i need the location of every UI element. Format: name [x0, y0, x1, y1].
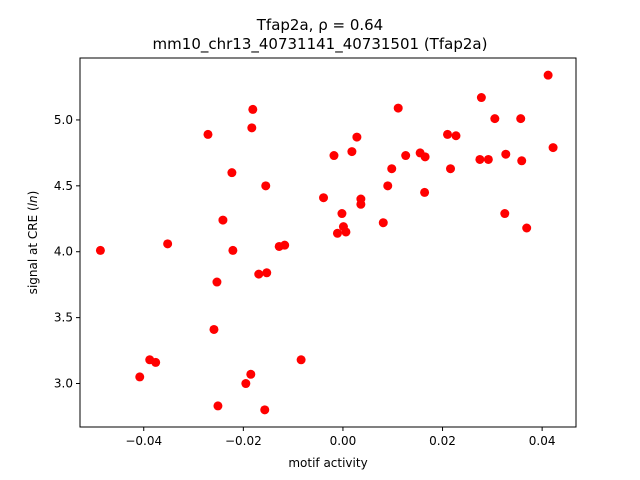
- data-point: [218, 215, 228, 225]
- x-tick-label: 0.02: [429, 434, 456, 448]
- data-point: [383, 181, 393, 191]
- data-point: [341, 227, 351, 237]
- data-point: [319, 193, 329, 203]
- title-line-2: mm10_chr13_40731141_40731501 (Tfap2a): [153, 35, 488, 54]
- data-point: [212, 277, 222, 287]
- data-point: [490, 114, 500, 124]
- data-points: [95, 70, 558, 415]
- data-point: [378, 218, 388, 228]
- data-point: [254, 269, 264, 279]
- data-point: [446, 164, 456, 174]
- data-point: [246, 369, 256, 379]
- data-point: [209, 324, 219, 334]
- x-axis-ticks: −0.04 −0.02 0.00 0.02 0.04: [125, 427, 555, 448]
- data-point: [548, 143, 558, 153]
- data-point: [516, 114, 526, 124]
- y-tick-label: 3.5: [54, 311, 73, 325]
- data-point: [227, 168, 237, 178]
- x-tick-label: 0.00: [330, 434, 357, 448]
- y-tick-label: 4.5: [54, 179, 73, 193]
- data-point: [95, 245, 105, 255]
- data-point: [420, 187, 430, 197]
- data-point: [451, 131, 461, 141]
- x-tick-label: 0.04: [529, 434, 556, 448]
- data-point: [483, 154, 493, 164]
- data-point: [475, 154, 485, 164]
- data-point: [347, 147, 357, 157]
- data-point: [517, 156, 527, 166]
- y-axis-label: signal at CRE (ln): [26, 191, 40, 295]
- data-point: [262, 268, 272, 278]
- data-point: [151, 357, 161, 367]
- y-axis-label-ln: ln: [26, 195, 40, 206]
- data-point: [501, 149, 511, 159]
- data-point: [393, 103, 403, 113]
- data-point: [356, 199, 366, 209]
- x-tick-label: −0.04: [125, 434, 162, 448]
- plot-frame: [79, 57, 577, 428]
- y-tick-label: 4.0: [54, 245, 73, 259]
- y-axis-ticks: 3.0 3.5 4.0 4.5 5.0: [54, 113, 80, 391]
- title-line-1: Tfap2a, ρ = 0.64: [256, 16, 383, 34]
- data-point: [387, 164, 397, 174]
- data-point: [443, 129, 453, 139]
- chart-title: Tfap2a, ρ = 0.64 mm10_chr13_40731141_407…: [153, 16, 488, 54]
- data-point: [241, 379, 251, 389]
- data-point: [261, 181, 271, 191]
- y-tick-label: 3.0: [54, 377, 73, 391]
- y-axis-label-prefix: signal at CRE (: [26, 206, 40, 294]
- data-point: [163, 239, 173, 249]
- data-point: [260, 405, 270, 415]
- data-point: [337, 209, 347, 219]
- data-point: [401, 151, 411, 161]
- data-point: [329, 151, 339, 161]
- data-point: [500, 209, 510, 219]
- data-point: [228, 245, 238, 255]
- title-rho: ρ = 0.64: [318, 16, 383, 34]
- x-axis-label: motif activity: [288, 456, 367, 470]
- data-point: [522, 223, 532, 233]
- y-axis-label-suffix: ): [26, 191, 40, 196]
- data-point: [213, 401, 223, 411]
- data-point: [352, 132, 362, 142]
- data-point: [296, 355, 306, 365]
- data-point: [420, 152, 430, 162]
- data-point: [332, 228, 342, 238]
- data-point: [248, 104, 258, 114]
- y-tick-label: 5.0: [54, 113, 73, 127]
- data-point: [543, 70, 553, 80]
- data-point: [135, 372, 145, 382]
- data-point: [476, 93, 486, 103]
- data-point: [247, 123, 257, 133]
- data-point: [203, 129, 213, 139]
- title-main: Tfap2a,: [256, 16, 318, 34]
- x-tick-label: −0.02: [225, 434, 262, 448]
- data-point: [280, 240, 290, 250]
